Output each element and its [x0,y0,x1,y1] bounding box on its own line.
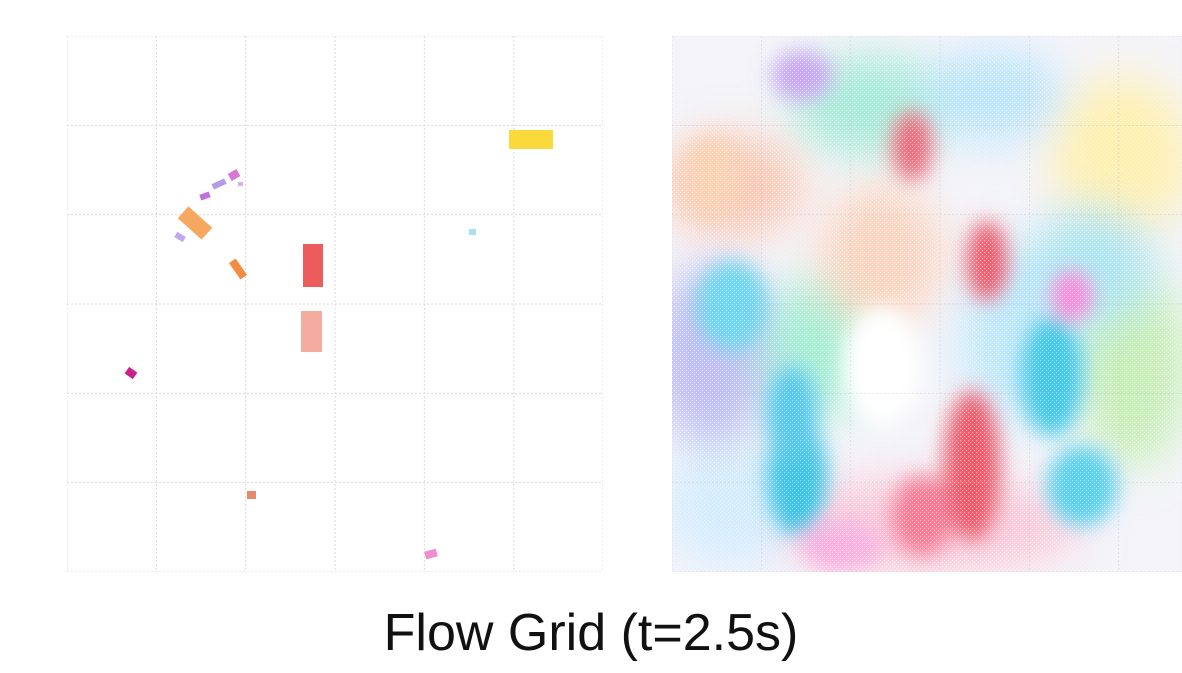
particle-lavender-4 [174,231,186,243]
flow-field-canvas [672,36,1182,572]
particle-tan-square [247,491,256,499]
particle-lavender-5 [238,182,243,186]
particle-magenta-dot [124,366,138,380]
figure-caption: Flow Grid (t=2.5s) [383,604,799,662]
field-grid-lines [672,36,1182,572]
particles [124,130,553,560]
particle-cyan-dot [469,229,476,235]
particle-purple-2 [199,191,211,201]
particle-grid-canvas [67,36,603,572]
particle-red-block [303,244,323,287]
particle-orange-block [177,206,213,240]
particle-pink-dot [424,548,438,560]
particle-yellow-block [509,130,553,149]
field-texture [672,36,1182,572]
particle-grid-panel [67,36,603,572]
particle-purple-3 [227,169,241,181]
grid-lines [67,36,603,572]
particle-orange-small [228,258,248,280]
flow-field-panel [672,36,1182,572]
particle-salmon-block [301,311,322,352]
particle-lavender-1 [211,178,227,190]
